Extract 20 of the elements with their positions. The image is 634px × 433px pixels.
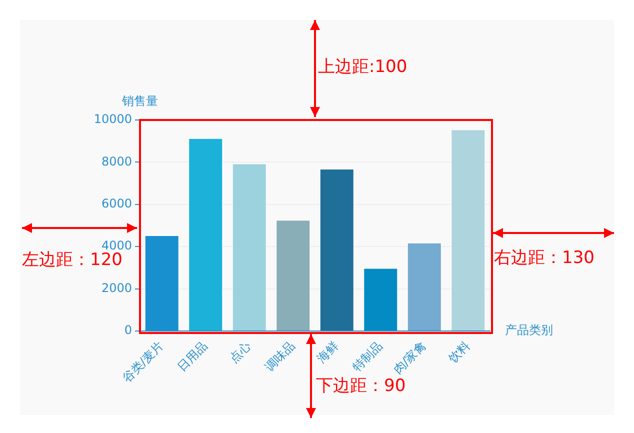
x-tick-label: 肉/家禽 xyxy=(390,338,429,377)
y-tick-label: 0 xyxy=(124,323,132,338)
x-tick-label: 特制品 xyxy=(350,338,385,374)
text: 右边距：130 xyxy=(494,247,594,269)
text: 上边距:100 xyxy=(318,56,408,78)
y-axis-title: 销售量 xyxy=(121,94,158,108)
x-tick-label: 海鲜 xyxy=(314,338,342,366)
x-axis-title: 产品类别 xyxy=(505,323,553,338)
y-tick-label: 8000 xyxy=(101,154,132,168)
text: 左边距：120 xyxy=(22,250,122,271)
text: 下边距：90 xyxy=(316,375,406,397)
x-tick-label: 谷类/麦片 xyxy=(120,338,166,386)
y-tick-label: 4000 xyxy=(101,238,132,253)
x-tick-label: 饮料 xyxy=(444,338,472,366)
y-tick-label: 6000 xyxy=(101,196,132,211)
x-tick-label: 调味品 xyxy=(262,338,298,374)
x-tick-label: 日用品 xyxy=(174,338,210,374)
y-tick-label: 10000 xyxy=(94,112,132,126)
x-tick-label: 点心 xyxy=(226,338,254,366)
y-tick-label: 2000 xyxy=(101,280,132,295)
